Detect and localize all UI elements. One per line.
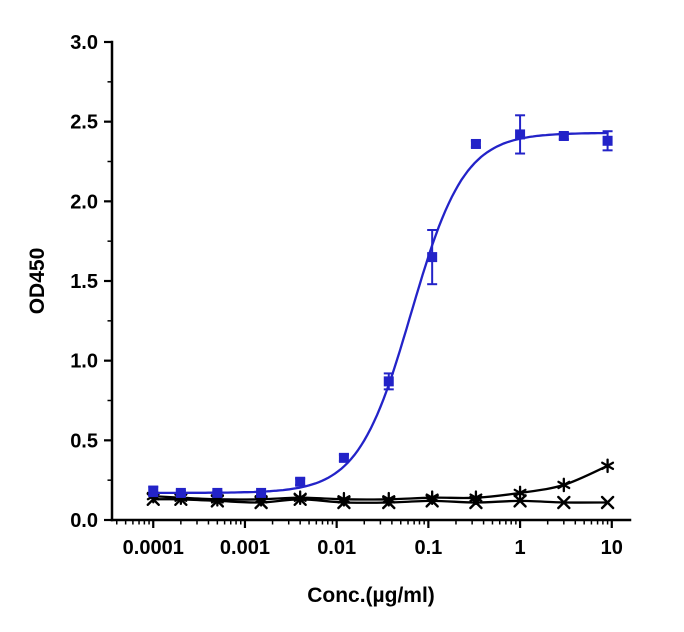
svg-text:0.1: 0.1: [414, 537, 442, 559]
svg-text:0.0: 0.0: [70, 510, 98, 532]
svg-text:1.5: 1.5: [70, 271, 98, 293]
svg-text:3.0: 3.0: [70, 32, 98, 54]
svg-text:0.01: 0.01: [317, 537, 356, 559]
y-axis-title: OD450: [26, 247, 49, 315]
svg-text:0.0001: 0.0001: [123, 537, 184, 559]
svg-text:1.0: 1.0: [70, 351, 98, 373]
svg-text:10: 10: [601, 537, 623, 559]
x-axis-title: Conc.(µg/ml): [307, 584, 435, 607]
svg-text:0.001: 0.001: [220, 537, 270, 559]
svg-text:1: 1: [515, 537, 526, 559]
svg-text:2.0: 2.0: [70, 191, 98, 213]
svg-text:0.5: 0.5: [70, 430, 98, 452]
svg-text:2.5: 2.5: [70, 112, 98, 134]
